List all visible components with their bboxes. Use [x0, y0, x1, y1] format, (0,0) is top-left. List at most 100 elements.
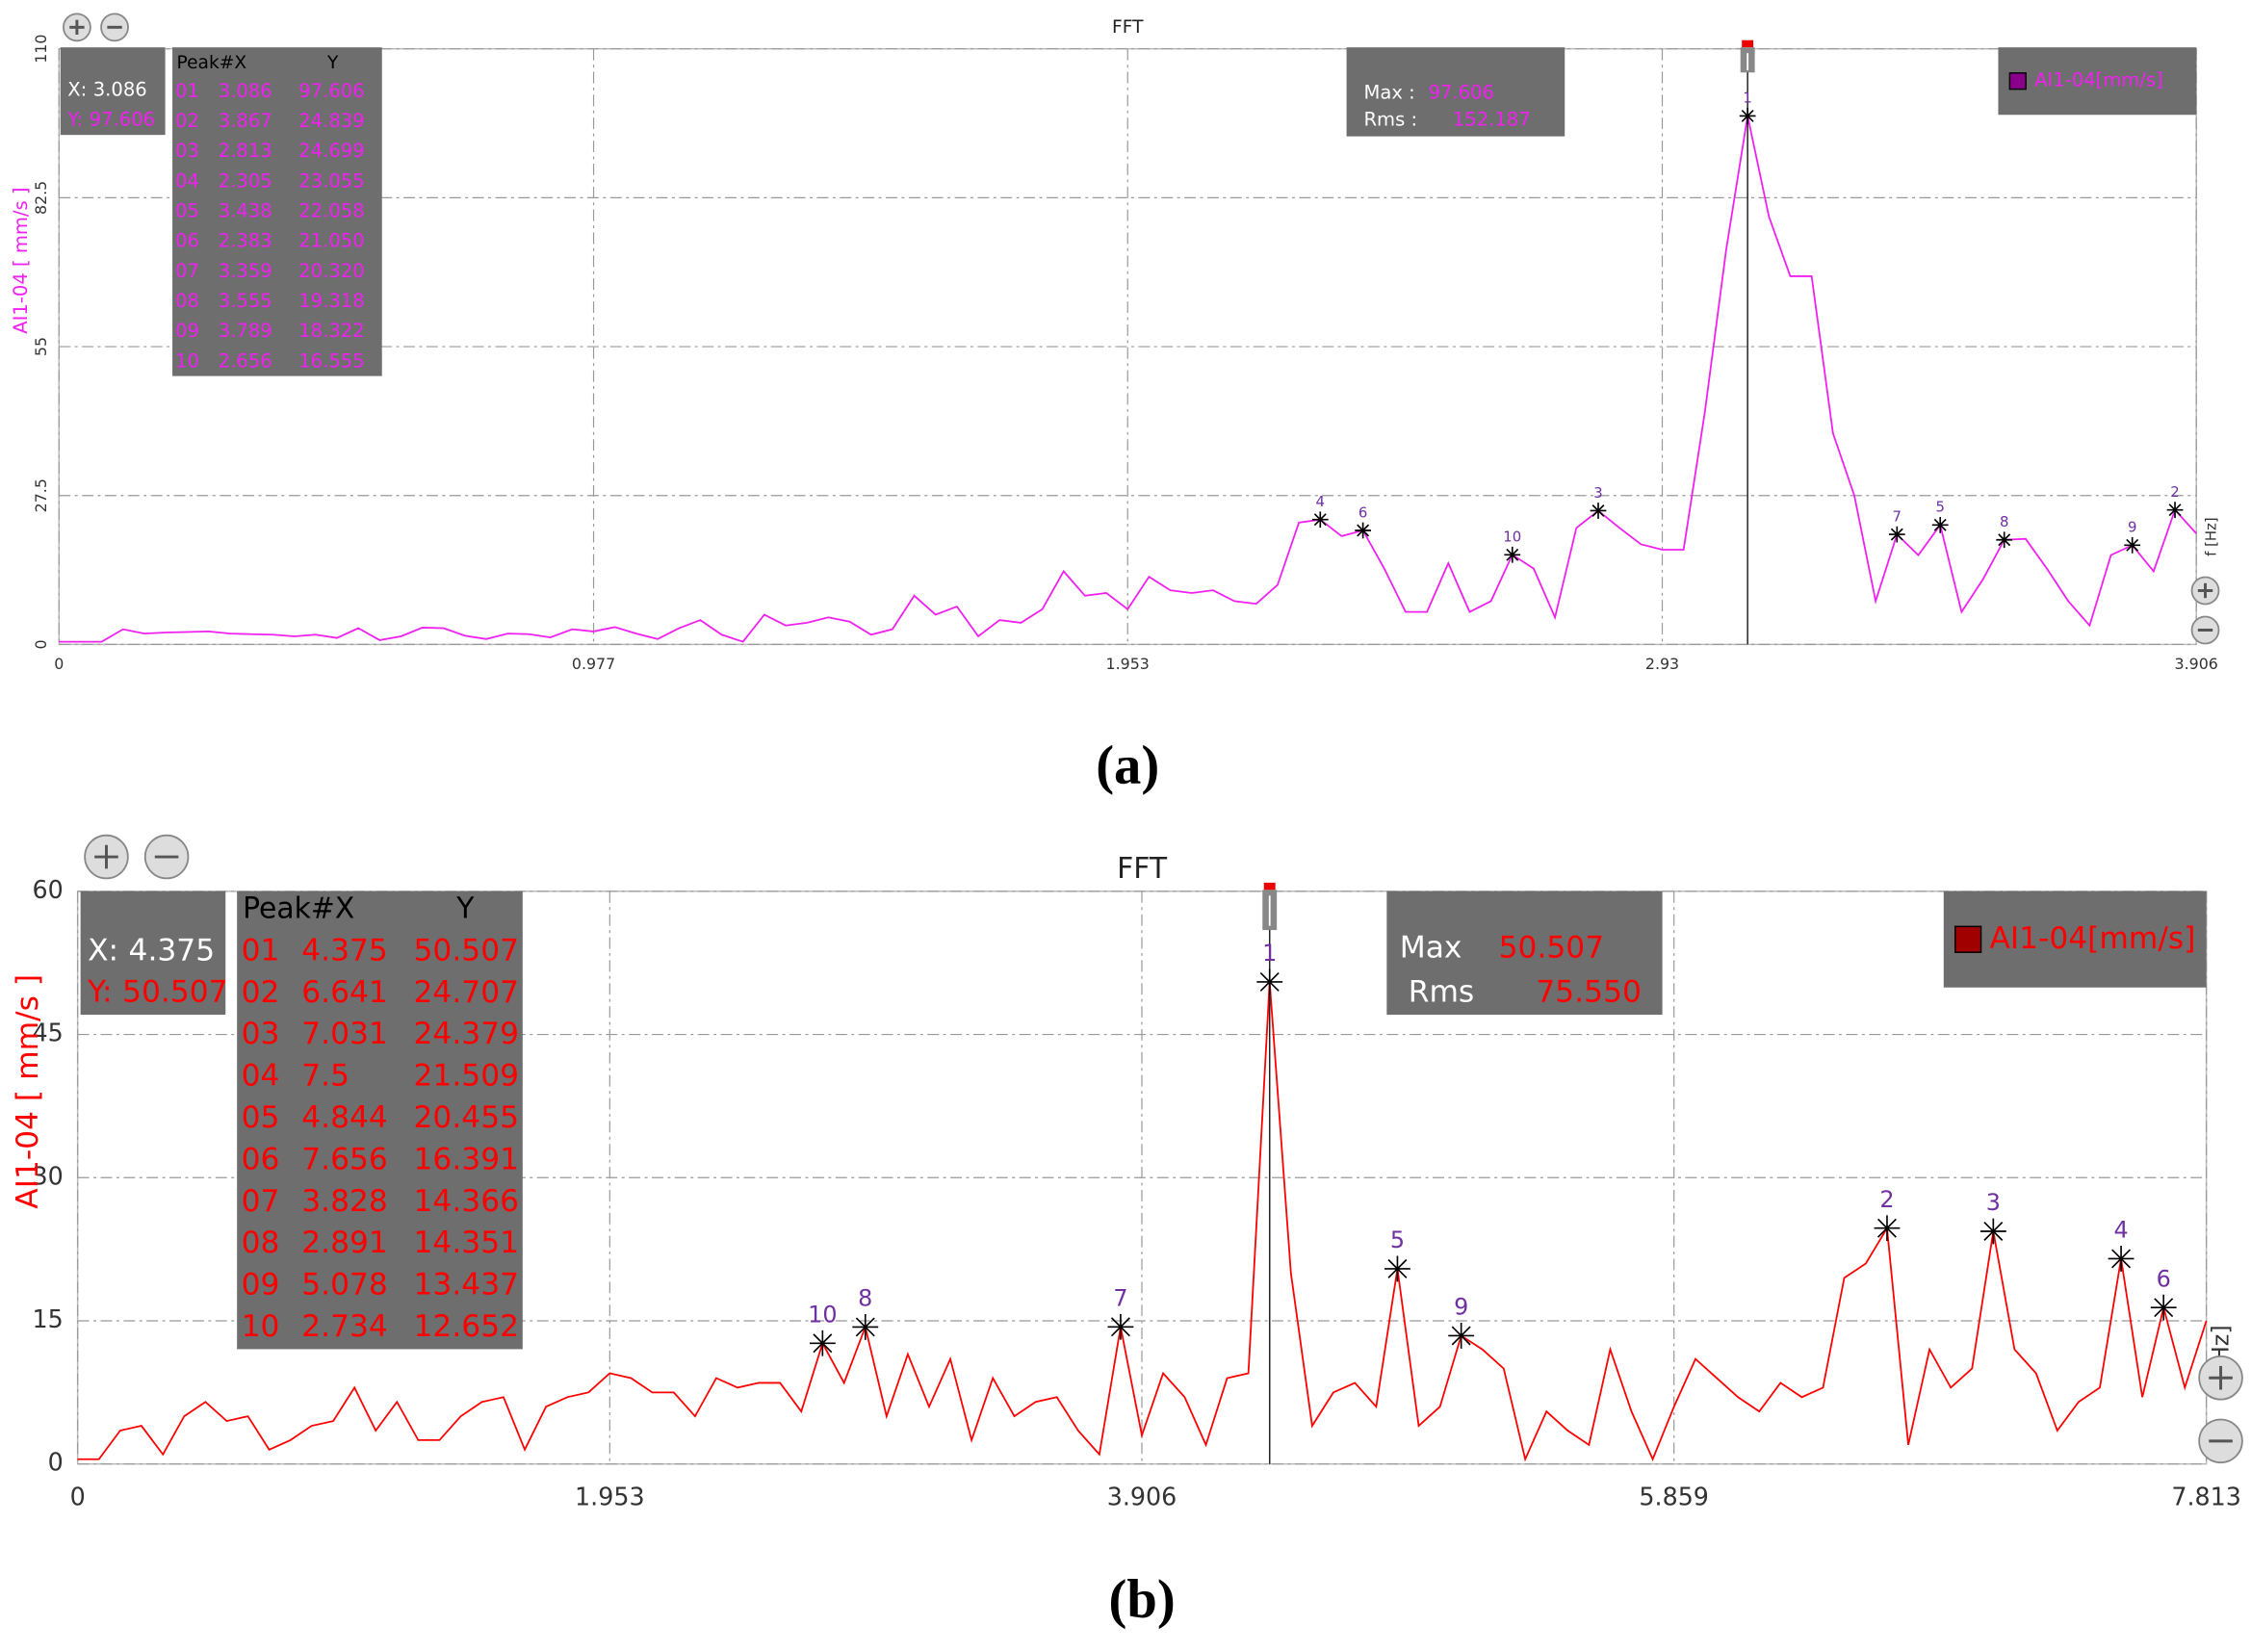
peak-marker-label: 3 — [1593, 484, 1602, 502]
peak-marker-label: 10 — [808, 1301, 837, 1328]
peak-marker — [1355, 522, 1372, 539]
peak-x: 2.656 — [219, 349, 272, 372]
peak-marker — [1311, 511, 1329, 529]
peak-y: 18.322 — [298, 320, 364, 342]
peak-y: 24.699 — [298, 140, 364, 162]
peak-y: 16.391 — [414, 1142, 520, 1176]
peak-id: 09 — [242, 1268, 280, 1303]
peak-marker-label: 1 — [1262, 940, 1277, 967]
peak-table-header: Peak#X — [177, 53, 247, 73]
peak-y: 14.351 — [414, 1226, 520, 1260]
y-axis-label: AI1-04 [ mm/s ] — [10, 187, 32, 333]
peak-id: 04 — [175, 169, 199, 192]
y-tick-label: 45 — [33, 1019, 64, 1047]
peak-marker-label: 6 — [2157, 1265, 2171, 1292]
peak-marker-label: 8 — [858, 1285, 872, 1312]
cursor-readout — [60, 47, 166, 136]
cursor-x-value: 3.086 — [93, 78, 147, 100]
peak-marker-label: 4 — [1316, 493, 1325, 510]
peak-marker-label: 5 — [1390, 1226, 1405, 1253]
spectrum-line — [59, 116, 2197, 643]
peak-marker — [1448, 1323, 1475, 1349]
cursor-readout — [80, 891, 226, 1016]
x-tick-label: 3.906 — [1107, 1482, 1177, 1510]
x-tick-label: 2.93 — [1645, 655, 1679, 673]
cursor-y-label: Y: — [87, 975, 113, 1010]
cursor-y-value: 50.507 — [122, 975, 228, 1010]
legend-swatch — [1953, 925, 1982, 953]
peak-table — [237, 891, 523, 1350]
peak-y: 21.050 — [298, 230, 364, 252]
peak-table-header: Peak#X — [243, 892, 354, 926]
x-axis-label: f [Hz] — [2203, 517, 2220, 556]
peak-id: 03 — [242, 1017, 280, 1051]
peak-y: 20.320 — [298, 260, 364, 282]
y-tick-label: 0 — [32, 639, 50, 649]
peak-marker-label: 3 — [1986, 1189, 2001, 1216]
peak-id: 03 — [175, 140, 199, 162]
legend-label: AI1-04[mm/s] — [2034, 69, 2163, 91]
peak-id: 06 — [175, 230, 199, 252]
peak-x: 7.656 — [301, 1142, 388, 1176]
peak-x: 3.086 — [219, 80, 272, 102]
peak-x: 2.813 — [219, 140, 272, 162]
peak-marker-label: 4 — [2113, 1217, 2128, 1244]
peak-marker — [2166, 502, 2184, 519]
peak-y: 19.318 — [298, 290, 364, 312]
peak-id: 10 — [175, 349, 199, 372]
x-tick-label: 1.953 — [1106, 655, 1150, 673]
peak-x: 6.641 — [301, 975, 388, 1010]
spectrum-line — [77, 981, 2208, 1462]
cursor-x-label: X: — [67, 78, 87, 100]
y-tick-label: 110 — [32, 35, 50, 64]
cursor-handle-top — [1742, 39, 1754, 48]
peak-id: 07 — [242, 1184, 280, 1219]
peak-x: 3.828 — [301, 1184, 388, 1219]
peak-id: 02 — [242, 975, 280, 1010]
panel-label: (b) — [1109, 1570, 1176, 1630]
legend-label: AI1-04[mm/s] — [1990, 921, 2196, 956]
peak-marker-label: 5 — [1935, 499, 1944, 516]
max-value: 50.507 — [1499, 930, 1605, 965]
peak-marker — [1384, 1255, 1410, 1282]
x-tick-label: 1.953 — [575, 1482, 645, 1510]
peak-marker-label: 2 — [1879, 1186, 1894, 1213]
peak-y: 12.652 — [414, 1309, 520, 1344]
peak-y: 21.509 — [414, 1059, 520, 1094]
y-axis-label: AI1-04 [ mm/s ] — [11, 974, 45, 1209]
x-tick-label: 7.813 — [2171, 1482, 2241, 1510]
peak-id: 06 — [242, 1142, 280, 1176]
y-tick-label: 82.5 — [32, 181, 50, 215]
peak-table — [172, 47, 382, 376]
peak-id: 05 — [175, 200, 199, 222]
peak-y: 50.507 — [414, 933, 520, 968]
rms-value: 152.187 — [1453, 109, 1531, 131]
peak-marker — [1888, 526, 1905, 543]
peak-marker — [1504, 546, 1521, 563]
peak-id: 01 — [242, 933, 280, 968]
peak-y: 16.555 — [298, 349, 364, 372]
peak-x: 7.031 — [301, 1017, 388, 1051]
peak-id: 04 — [242, 1059, 280, 1094]
peak-marker-label: 9 — [1454, 1294, 1468, 1321]
peak-id: 08 — [175, 290, 199, 312]
peak-id: 09 — [175, 320, 199, 342]
peak-table-header: Y — [326, 53, 339, 73]
peak-x: 7.5 — [301, 1059, 349, 1094]
peak-x: 2.305 — [219, 169, 272, 192]
peak-id: 01 — [175, 80, 199, 102]
peak-y: 24.707 — [414, 975, 520, 1010]
legend-box — [1943, 891, 2207, 988]
peak-x: 3.867 — [219, 110, 272, 132]
peak-marker-label: 9 — [2128, 519, 2136, 536]
peak-marker — [1979, 1218, 2006, 1245]
peak-marker — [1739, 108, 1756, 124]
y-tick-label: 0 — [48, 1448, 64, 1477]
peak-id: 08 — [242, 1226, 280, 1260]
peak-y: 14.366 — [414, 1184, 520, 1219]
x-tick-label: 0 — [70, 1482, 86, 1510]
peak-marker-label: 7 — [1113, 1284, 1127, 1311]
x-tick-label: 0.977 — [572, 655, 615, 673]
peak-id: 02 — [175, 110, 199, 132]
